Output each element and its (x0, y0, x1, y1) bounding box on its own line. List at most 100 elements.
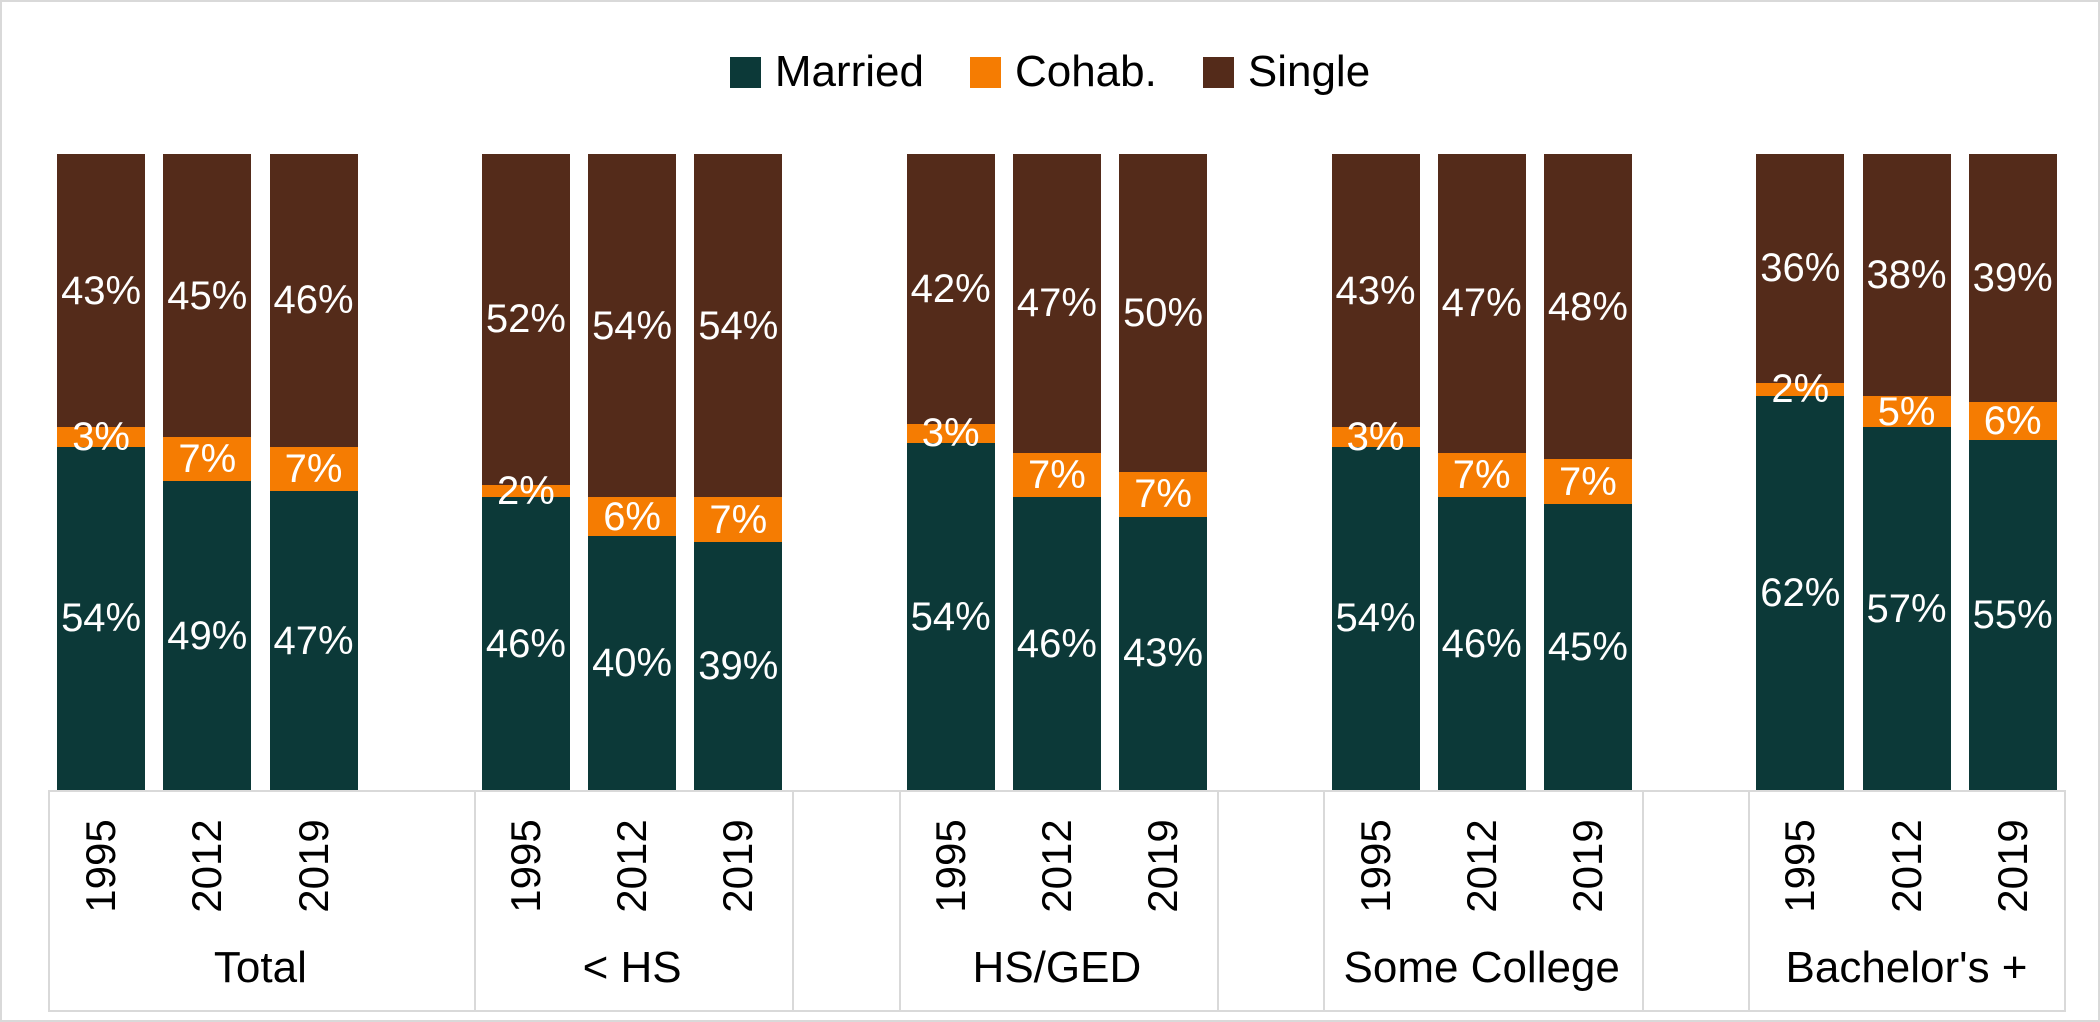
bar-segment-cohab: 7% (1543, 459, 1632, 504)
year-tick-label: 1995 (501, 819, 549, 913)
legend-item-married: Married (729, 47, 924, 96)
bar-bachelor-s--2012: 38% 5% 57% (1862, 154, 1951, 790)
bar-segment-cohab: 2% (481, 471, 570, 511)
data-label: 7% (709, 497, 768, 542)
bar-segment-married: 54% (1331, 446, 1420, 790)
axis-divider (1748, 792, 1751, 1010)
bar-segment-single: 54% (588, 154, 677, 498)
bar-segment-single: 42% (906, 154, 995, 424)
bar-segment-married: 46% (481, 497, 570, 790)
bar-segment-cohab: 3% (906, 413, 995, 453)
bar-segment-single: 52% (481, 154, 570, 485)
data-label: 3% (72, 415, 130, 459)
year-tick-label: 2012 (1032, 819, 1080, 913)
data-label: 7% (1452, 453, 1511, 498)
data-label: 54% (61, 596, 142, 641)
data-label: 7% (178, 437, 237, 482)
bar-segment-cohab: 7% (269, 446, 358, 492)
bar-total-1995: 43% 3% 54% (57, 154, 146, 790)
bar--hs-2019: 54% 7% 39% (694, 154, 783, 790)
bar-segment-married: 54% (906, 443, 995, 790)
bar-some-college-1995: 43% 3% 54% (1331, 154, 1420, 790)
data-label: 54% (698, 303, 779, 348)
bar-segment-cohab: 7% (1012, 452, 1101, 498)
legend-swatch-icon (1202, 56, 1234, 88)
legend: Married Cohab. Single (2, 50, 2098, 94)
data-label: 46% (485, 621, 566, 666)
group-label: Some College (1343, 943, 1620, 992)
legend-label: Married (774, 47, 924, 96)
bar-segment-cohab: 6% (1968, 399, 2057, 444)
legend-item-cohab: Cohab. (969, 50, 1157, 94)
bar--hs-2012: 54% 6% 40% (588, 154, 677, 790)
bar-hs-ged-2019: 50% 7% 43% (1119, 154, 1208, 790)
bar-segment-married: 57% (1862, 427, 1951, 790)
data-label: 45% (1547, 624, 1628, 669)
bar-segment-married: 62% (1756, 395, 1845, 790)
bar-segment-cohab: 2% (1756, 369, 1845, 409)
legend-label: Single (1247, 47, 1371, 96)
data-label: 7% (1027, 453, 1086, 498)
bar-total-2019: 46% 7% 47% (269, 154, 358, 790)
axis-divider (1642, 792, 1644, 1010)
data-label: 43% (1123, 631, 1204, 676)
bar-segment-single: 48% (1543, 154, 1632, 460)
group-label: < HS (582, 943, 682, 992)
year-tick-label: 1995 (1351, 819, 1399, 913)
bar-segment-married: 39% (694, 541, 783, 790)
year-tick-label: 1995 (1776, 819, 1824, 913)
data-label: 62% (1760, 570, 1841, 615)
year-tick-label: 1995 (926, 819, 974, 913)
data-label: 43% (61, 268, 142, 313)
data-label: 3% (921, 411, 980, 456)
bar-segment-cohab: 3% (1331, 417, 1420, 457)
legend-swatch-icon (969, 56, 1001, 88)
data-label: 48% (1547, 284, 1628, 329)
group-label: Bachelor's + (1785, 943, 2028, 992)
data-label: 54% (910, 594, 991, 639)
data-label: 40% (592, 640, 673, 685)
data-label: 39% (698, 643, 779, 688)
data-label: 2% (496, 469, 555, 514)
bar-segment-married: 46% (1437, 497, 1526, 790)
data-label: 3% (1346, 415, 1405, 459)
data-label: 6% (1983, 399, 2042, 444)
group-label: Total (213, 943, 307, 992)
axis-divider (898, 792, 901, 1010)
bar-segment-single: 46% (269, 154, 358, 447)
data-label: 45% (167, 273, 248, 318)
year-tick-label: 2019 (1563, 819, 1611, 913)
data-label: 38% (1866, 252, 1947, 297)
data-label: 57% (1866, 586, 1947, 631)
bar-segment-single: 38% (1862, 154, 1951, 396)
data-label: 47% (1016, 281, 1097, 326)
year-tick-label: 1995 (77, 819, 125, 913)
data-label: 7% (1134, 472, 1192, 517)
bar-segment-married: 43% (1119, 516, 1208, 790)
year-tick-label: 2019 (1988, 819, 2036, 913)
data-label: 43% (1335, 268, 1416, 313)
bar-segment-married: 54% (57, 446, 146, 790)
bar-segment-single: 47% (1437, 154, 1526, 453)
bar-segment-single: 43% (57, 154, 146, 428)
axis-divider (1323, 792, 1326, 1010)
bar-segment-married: 40% (588, 535, 677, 790)
year-tick-label: 2019 (1139, 819, 1187, 913)
axis-band (48, 790, 2066, 1012)
bar-hs-ged-2012: 47% 7% 46% (1012, 154, 1101, 790)
data-label: 5% (1877, 389, 1936, 434)
bar-hs-ged-1995: 42% 3% 54% (906, 154, 995, 790)
bar-some-college-2019: 48% 7% 45% (1543, 154, 1632, 790)
bar-segment-cohab: 7% (694, 497, 783, 542)
year-tick-label: 2012 (183, 819, 231, 913)
data-label: 46% (1016, 621, 1097, 666)
bar-segment-married: 49% (163, 481, 252, 790)
legend-swatch-icon (729, 56, 761, 88)
data-label: 42% (910, 266, 991, 311)
bar-segment-cohab: 6% (588, 497, 677, 537)
data-label: 54% (592, 303, 673, 348)
legend-item-single: Single (1202, 47, 1371, 96)
data-label: 2% (1771, 367, 1830, 412)
data-label: 47% (1441, 281, 1522, 326)
bar-segment-cohab: 7% (1119, 472, 1208, 517)
